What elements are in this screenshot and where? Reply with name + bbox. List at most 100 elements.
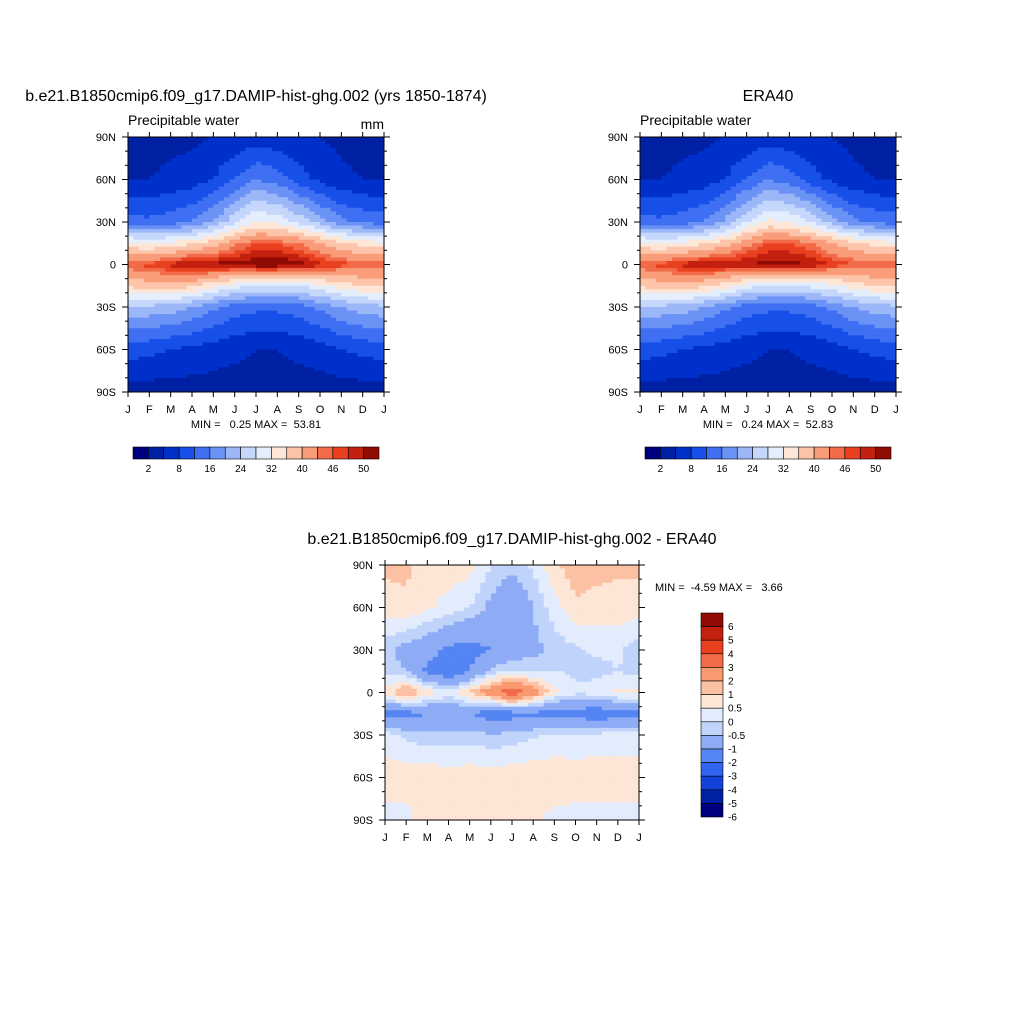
field-cell	[197, 211, 204, 216]
field-cell	[874, 175, 881, 181]
field-cell	[229, 374, 236, 379]
field-cell	[144, 168, 150, 174]
field-cell	[144, 239, 150, 244]
field-cell	[768, 197, 774, 202]
field-cell	[661, 218, 668, 223]
field-cell	[170, 363, 177, 368]
field-cell	[656, 207, 662, 212]
field-cell	[298, 137, 305, 142]
field-cell	[325, 144, 332, 149]
field-cell	[288, 232, 294, 237]
field-cell	[368, 193, 374, 198]
field-cell	[362, 239, 369, 244]
field-cell	[245, 278, 252, 283]
field-cell	[762, 183, 769, 188]
field-cell	[837, 204, 844, 209]
field-cell	[325, 225, 332, 230]
field-cell	[688, 168, 694, 174]
field-cell	[218, 360, 225, 365]
field-cell	[176, 161, 182, 166]
field-cell	[304, 250, 310, 255]
field-cell	[154, 356, 161, 361]
field-cell	[186, 183, 193, 188]
field-cell	[229, 282, 236, 287]
field-cell	[165, 204, 172, 209]
field-cell	[133, 360, 140, 365]
field-cell	[789, 137, 796, 142]
field-cell	[250, 353, 257, 358]
field-cell	[650, 218, 657, 223]
field-cell	[165, 349, 172, 354]
field-cell	[709, 218, 716, 223]
field-cell	[368, 342, 374, 347]
field-cell	[128, 200, 134, 205]
field-cell	[240, 268, 246, 273]
field-cell	[229, 144, 236, 149]
field-cell	[346, 222, 353, 227]
field-cell	[165, 367, 172, 372]
field-cell	[266, 236, 273, 241]
field-cell	[298, 275, 305, 280]
field-cell	[133, 151, 140, 156]
field-cell	[778, 183, 785, 188]
field-cell	[144, 356, 150, 361]
field-cell	[346, 345, 353, 351]
field-cell	[186, 335, 193, 340]
field-cell	[245, 260, 252, 266]
field-cell	[757, 175, 764, 181]
field-cell	[149, 253, 156, 259]
field-cell	[208, 190, 214, 195]
field-cell	[298, 335, 305, 340]
field-cell	[202, 250, 209, 255]
field-cell	[890, 211, 896, 216]
field-cell	[266, 356, 273, 361]
field-cell	[378, 161, 384, 166]
field-cell	[746, 175, 753, 181]
field-cell	[165, 260, 172, 266]
field-cell	[144, 211, 150, 216]
field-cell	[320, 229, 326, 234]
field-cell	[154, 218, 161, 223]
field-cell	[181, 331, 188, 336]
field-cell	[245, 246, 252, 251]
field-cell	[197, 285, 204, 290]
field-cell	[224, 197, 230, 202]
field-cell	[309, 310, 316, 315]
field-cell	[661, 232, 668, 237]
field-cell	[256, 260, 262, 266]
field-cell	[229, 363, 236, 368]
field-cell	[213, 303, 220, 308]
field-cell	[725, 214, 732, 220]
field-cell	[138, 342, 145, 347]
field-cell	[250, 271, 257, 276]
field-cell	[640, 165, 646, 170]
field-cell	[336, 222, 342, 227]
field-cell	[752, 214, 758, 220]
field-cell	[373, 161, 380, 166]
field-cell	[682, 183, 689, 188]
field-cell	[837, 229, 844, 234]
field-cell	[250, 367, 257, 372]
field-cell	[234, 299, 241, 305]
field-cell	[874, 229, 881, 234]
field-cell	[661, 204, 668, 209]
field-cell	[176, 218, 182, 223]
field-cell	[325, 190, 332, 195]
field-cell	[277, 384, 284, 390]
field-cell	[677, 179, 684, 184]
field-cell	[858, 214, 865, 220]
field-cell	[309, 285, 316, 290]
field-cell	[288, 193, 294, 198]
field-cell	[224, 222, 230, 227]
field-cell	[837, 175, 844, 181]
field-cell	[314, 190, 321, 195]
field-cell	[245, 158, 252, 163]
field-cell	[362, 193, 369, 198]
field-cell	[261, 236, 268, 241]
field-cell	[794, 193, 801, 198]
field-cell	[245, 360, 252, 365]
field-cell	[874, 147, 881, 152]
field-cell	[805, 193, 812, 198]
field-cell	[842, 161, 849, 166]
